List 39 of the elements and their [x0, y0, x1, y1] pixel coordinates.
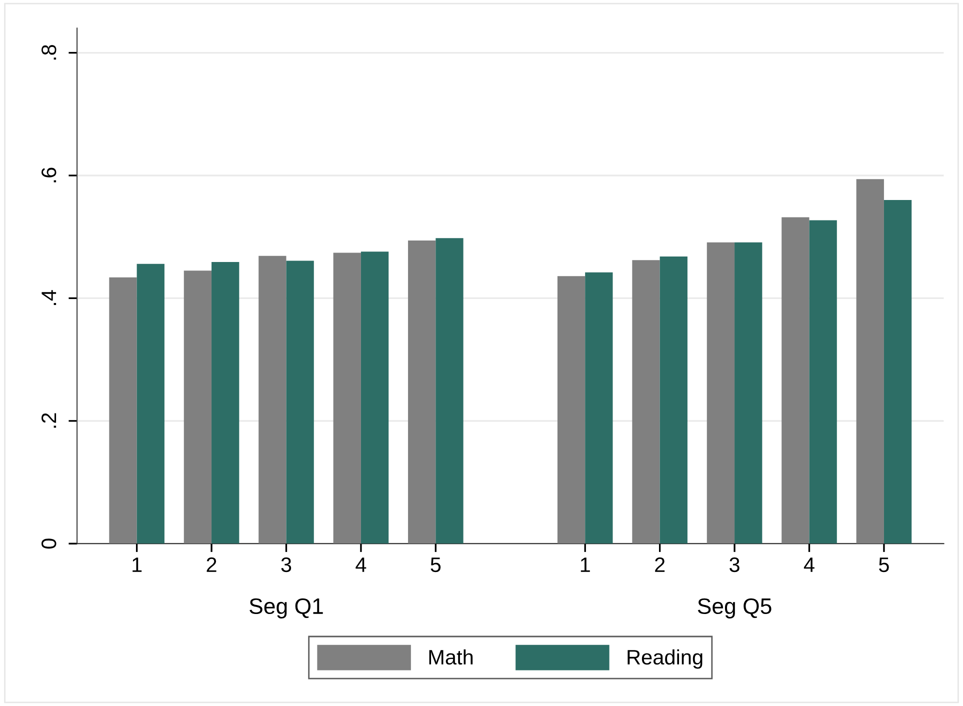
- x-tick-label: 2: [206, 557, 216, 572]
- legend-label: Math: [429, 649, 473, 665]
- y-tick-label: .8: [42, 45, 56, 60]
- bar: [436, 238, 464, 544]
- x-tick-label: 1: [580, 558, 590, 572]
- bar: [782, 217, 810, 544]
- x-tick-label: 2: [655, 557, 665, 572]
- bar: [360, 252, 389, 544]
- x-tick-label: 5: [430, 558, 441, 572]
- bar: [706, 242, 735, 544]
- bar: [557, 276, 586, 544]
- y-tick-label: .2: [42, 413, 56, 428]
- bar: [333, 252, 361, 544]
- bar: [212, 262, 240, 544]
- x-tick-label: 4: [356, 558, 366, 572]
- bar: [856, 179, 884, 544]
- y-tick-label: .4: [42, 290, 56, 305]
- y-tick-label: 0: [42, 538, 56, 549]
- bar: [408, 240, 436, 544]
- bar: [258, 256, 286, 544]
- y-tick-label: .6: [42, 168, 56, 182]
- bar: [286, 260, 314, 544]
- x-tick-label: 3: [730, 557, 740, 572]
- bar: [109, 277, 137, 544]
- text: Seg Q5: [698, 598, 772, 618]
- legend-label: Reading: [628, 649, 702, 669]
- bar: [136, 264, 164, 544]
- bar: [734, 242, 762, 544]
- x-tick-label: 1: [132, 558, 142, 572]
- bar: [884, 200, 912, 544]
- bar: [632, 260, 660, 544]
- bar: [660, 256, 688, 544]
- text: Seg Q1: [250, 598, 323, 618]
- x-tick-label: 3: [281, 557, 292, 572]
- x-tick-label: 5: [879, 558, 889, 572]
- x-tick-label: 4: [804, 558, 814, 572]
- bar: [184, 270, 212, 544]
- bar: [809, 220, 837, 544]
- bar: [585, 272, 613, 544]
